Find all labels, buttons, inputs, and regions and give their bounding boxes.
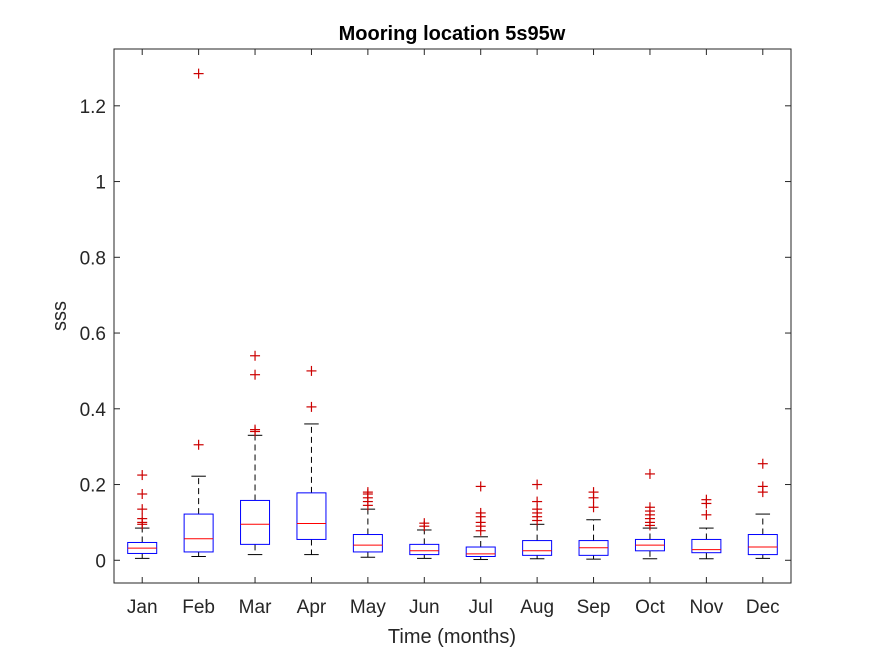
box-nov bbox=[691, 494, 722, 560]
outlier-marker bbox=[137, 513, 148, 524]
plot-frame bbox=[113, 48, 792, 584]
iqr-box bbox=[747, 534, 778, 556]
outlier-marker bbox=[193, 68, 204, 79]
iqr-box bbox=[691, 538, 722, 554]
outlier-marker bbox=[757, 458, 768, 469]
outlier-marker bbox=[306, 401, 317, 412]
box-mar bbox=[240, 350, 271, 556]
box-jun bbox=[409, 518, 440, 559]
tick-layer: 0 0.2 0.4 0.6 0.8 1 1.2 Jan Feb Mar Apr May Jun Jul Au… bbox=[80, 49, 791, 618]
box-apr bbox=[296, 365, 327, 556]
y-tick-label: 0 bbox=[95, 551, 106, 572]
x-tick-label: Mar bbox=[239, 597, 272, 618]
y-tick-label: 0.8 bbox=[80, 248, 106, 269]
x-tick-label: Jul bbox=[469, 597, 493, 618]
outlier-marker bbox=[306, 365, 317, 376]
box-jul bbox=[465, 481, 496, 561]
outlier-marker bbox=[588, 487, 599, 498]
iqr-box bbox=[240, 499, 271, 545]
box-aug bbox=[522, 479, 553, 560]
outlier-marker bbox=[419, 518, 430, 529]
y-axis-label: sss bbox=[49, 301, 71, 331]
outlier-marker bbox=[250, 424, 261, 435]
chart-title: Mooring location 5s95w bbox=[339, 23, 566, 45]
box-sep bbox=[578, 487, 609, 560]
outlier-marker bbox=[588, 502, 599, 513]
x-tick-label: Feb bbox=[182, 597, 215, 618]
iqr-box bbox=[352, 534, 383, 553]
box-may bbox=[352, 487, 383, 558]
outlier-marker bbox=[137, 489, 148, 499]
outlier-marker bbox=[701, 494, 712, 505]
x-axis-label: Time (months) bbox=[388, 626, 516, 648]
iqr-box bbox=[296, 492, 327, 540]
outlier-marker bbox=[475, 481, 486, 492]
outlier-marker bbox=[137, 504, 148, 515]
x-tick-label: Apr bbox=[297, 597, 327, 618]
iqr-box bbox=[522, 540, 553, 556]
x-tick-label: May bbox=[350, 597, 386, 618]
outlier-marker bbox=[475, 507, 486, 518]
x-tick-label: Sep bbox=[577, 597, 611, 618]
y-tick-label: 1.2 bbox=[80, 97, 106, 118]
box-oct bbox=[634, 468, 665, 560]
y-tick-label: 1 bbox=[95, 173, 106, 194]
box-dec bbox=[747, 458, 778, 559]
x-tick-label: Aug bbox=[520, 597, 554, 618]
iqr-box bbox=[409, 543, 440, 556]
outlier-marker bbox=[644, 468, 655, 479]
x-tick-label: Oct bbox=[635, 597, 665, 618]
box-feb bbox=[183, 68, 214, 557]
outlier-marker bbox=[137, 470, 148, 481]
outlier-marker bbox=[250, 369, 261, 380]
y-tick-label: 0.6 bbox=[80, 324, 106, 345]
x-tick-label: Dec bbox=[746, 597, 780, 618]
box-jan bbox=[127, 470, 158, 559]
iqr-box bbox=[183, 513, 214, 553]
outlier-marker bbox=[250, 350, 261, 361]
x-tick-label: Nov bbox=[689, 597, 723, 618]
outlier-marker bbox=[532, 479, 543, 490]
iqr-box bbox=[465, 546, 496, 557]
y-tick-label: 0.4 bbox=[80, 400, 107, 421]
y-tick-label: 0.2 bbox=[80, 476, 106, 497]
outlier-marker bbox=[193, 439, 204, 450]
x-tick-label: Jan bbox=[127, 597, 158, 618]
x-tick-label: Jun bbox=[409, 597, 440, 618]
plot-layer bbox=[127, 68, 778, 561]
outlier-marker bbox=[757, 481, 768, 492]
outlier-marker bbox=[362, 487, 373, 498]
outlier-marker bbox=[644, 502, 655, 513]
outlier-marker bbox=[701, 509, 712, 520]
outlier-marker bbox=[532, 496, 543, 507]
